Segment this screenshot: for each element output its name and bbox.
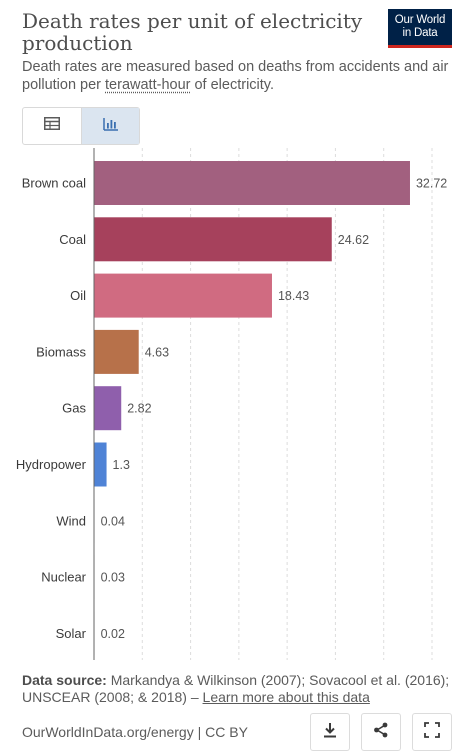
category-label: Solar — [56, 626, 87, 641]
owid-logo[interactable]: Our World in Data — [388, 9, 452, 45]
category-label: Wind — [56, 513, 86, 528]
tab-table[interactable] — [23, 108, 81, 144]
tab-chart[interactable] — [81, 108, 139, 144]
terawatt-hour-link[interactable]: terawatt-hour — [105, 77, 191, 93]
category-label: Hydropower — [16, 457, 87, 472]
view-tabs — [22, 107, 140, 145]
category-label: Brown coal — [22, 176, 86, 191]
bar[interactable] — [94, 217, 332, 262]
download-icon — [322, 722, 338, 743]
share-icon — [373, 722, 389, 743]
learn-more-link[interactable]: Learn more about this data — [202, 689, 370, 705]
table-icon — [44, 117, 60, 135]
category-label: Gas — [62, 401, 86, 416]
bar[interactable] — [94, 273, 272, 318]
value-label: 18.43 — [278, 289, 309, 303]
chart-subtitle: Death rates are measured based on deaths… — [22, 58, 452, 94]
value-label: 0.02 — [101, 627, 125, 641]
category-label: Nuclear — [41, 570, 86, 585]
bars: Brown coal 32.72 Coal 24.62 Oil 18.43 Biomass 4… — [16, 148, 447, 660]
credit-link[interactable]: OurWorldInData.org/energy | CC BY — [22, 724, 248, 740]
value-label: 2.82 — [127, 402, 151, 416]
bar-chart: Brown coal 32.72 Coal 24.62 Oil 18.43 Biomass 4… — [16, 148, 447, 660]
data-source: Data source: Markandya & Wilkinson (2007… — [22, 672, 462, 706]
bar[interactable] — [94, 329, 139, 374]
bar[interactable] — [94, 442, 107, 487]
source-text: Markandya & Wilkinson (2007); Sovacool e… — [22, 672, 450, 705]
logo-line-2: in Data — [402, 27, 438, 39]
logo-accent-bar — [388, 45, 452, 48]
subtitle-text-end: of electricity. — [190, 77, 274, 93]
source-label: Data source: — [22, 672, 107, 688]
chart-icon — [102, 117, 119, 136]
value-label: 0.04 — [101, 514, 125, 528]
value-label: 1.3 — [113, 458, 130, 472]
category-label: Coal — [59, 232, 86, 247]
fullscreen-button[interactable] — [412, 713, 452, 751]
share-button[interactable] — [361, 713, 401, 751]
category-label: Oil — [70, 288, 86, 303]
value-label: 24.62 — [338, 233, 369, 247]
value-label: 32.72 — [416, 177, 447, 191]
bar[interactable] — [94, 386, 122, 431]
download-button[interactable] — [310, 713, 350, 751]
chart-title: Death rates per unit of electricity prod… — [22, 9, 363, 55]
logo-line-1: Our World — [394, 14, 446, 26]
category-label: Biomass — [36, 344, 86, 359]
fullscreen-icon — [424, 721, 440, 743]
subtitle-text: Death rates are measured based on deaths… — [22, 59, 449, 93]
bar[interactable] — [94, 161, 410, 205]
value-label: 4.63 — [145, 345, 169, 359]
value-label: 0.03 — [101, 571, 125, 585]
